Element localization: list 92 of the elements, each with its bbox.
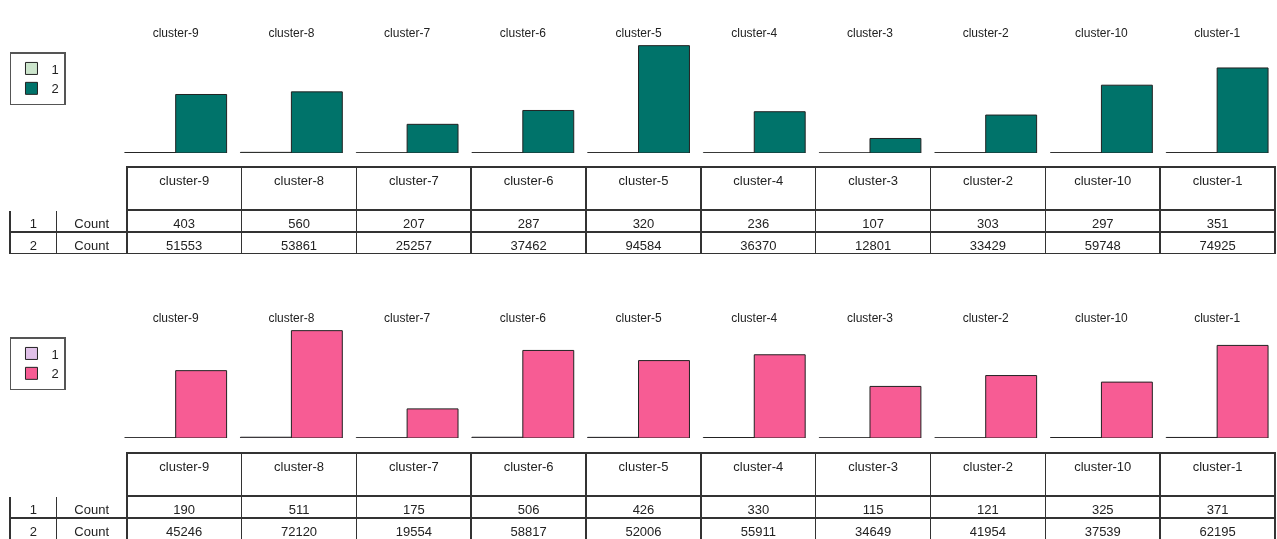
- text: 2: [29, 237, 37, 253]
- data-label: 403: [173, 215, 196, 231]
- category-label: cluster-10: [1074, 172, 1132, 188]
- category-label: cluster-2: [963, 172, 1013, 188]
- x-tick-label: cluster-10: [1075, 310, 1129, 325]
- data-label: 36370: [740, 237, 777, 253]
- data-label: 19554: [395, 523, 432, 539]
- data-label: 371: [1206, 501, 1229, 517]
- category-label: cluster-6: [503, 172, 554, 188]
- category-label: cluster-6: [503, 458, 554, 474]
- x-tick-label: cluster-6: [499, 310, 547, 325]
- data-label: 41954: [969, 523, 1007, 539]
- category-label: cluster-7: [388, 172, 439, 188]
- data-label: 52006: [625, 523, 662, 539]
- x-tick-label: cluster-8: [268, 310, 315, 325]
- category-label: cluster-3: [848, 458, 899, 474]
- text: Count: [74, 523, 109, 539]
- data-label: 74925: [1199, 237, 1236, 253]
- x-tick-label: cluster-1: [1194, 25, 1241, 40]
- category-label: cluster-5: [618, 172, 669, 188]
- x-tick-label: cluster-4: [731, 310, 778, 325]
- x-tick-label: cluster-7: [384, 25, 431, 40]
- category-label: cluster-1: [1192, 458, 1243, 474]
- data-label: 62195: [1199, 523, 1236, 539]
- data-label: 25257: [395, 237, 432, 253]
- data-label: 51553: [166, 237, 203, 253]
- data-label: 45246: [166, 523, 203, 539]
- x-tick-label: cluster-8: [268, 25, 315, 40]
- data-label: 303: [977, 215, 999, 231]
- data-label: 236: [747, 215, 770, 231]
- category-label: cluster-9: [159, 458, 210, 474]
- x-tick-label: cluster-6: [499, 25, 547, 40]
- category-label: cluster-2: [963, 458, 1013, 474]
- x-tick-label: cluster-9: [152, 310, 200, 325]
- x-tick-label: cluster-10: [1075, 25, 1129, 40]
- legend-label: 2: [51, 366, 59, 382]
- x-tick-label: cluster-2: [962, 310, 1010, 325]
- x-tick-label: cluster-9: [152, 25, 200, 40]
- text: Count: [74, 237, 109, 253]
- x-tick-label: cluster-3: [846, 25, 894, 40]
- data-label: 59748: [1084, 237, 1121, 253]
- data-label: 37539: [1084, 523, 1121, 539]
- category-label: cluster-5: [618, 458, 669, 474]
- x-tick-label: cluster-4: [731, 25, 778, 40]
- y-axis-title: Count: [74, 501, 110, 517]
- category-label: cluster-8: [274, 458, 324, 474]
- data-label: 320: [632, 215, 655, 231]
- data-label: 287: [517, 215, 540, 231]
- category-label: cluster-10: [1074, 458, 1132, 474]
- data-label: 175: [402, 501, 425, 517]
- data-label: 53861: [280, 237, 318, 253]
- data-label: 58817: [510, 523, 547, 539]
- data-label: 511: [288, 501, 310, 517]
- x-tick-label: cluster-1: [1194, 310, 1241, 325]
- data-label: 207: [402, 215, 425, 231]
- data-label: 330: [747, 501, 770, 517]
- x-tick-label: cluster-7: [384, 310, 431, 325]
- data-label: 94584: [625, 237, 662, 253]
- data-label: 34649: [855, 523, 892, 539]
- data-label: 560: [288, 215, 310, 231]
- category-label: cluster-8: [274, 172, 324, 188]
- legend-label: 1: [51, 61, 59, 77]
- data-label: 506: [517, 501, 540, 517]
- y-axis-title: Count: [74, 215, 110, 231]
- data-label: 72120: [280, 523, 318, 539]
- text: 1: [29, 501, 37, 517]
- data-label: 121: [977, 501, 999, 517]
- data-label: 351: [1206, 215, 1229, 231]
- data-label: 12801: [855, 237, 892, 253]
- data-label: 325: [1091, 501, 1114, 517]
- text: 2: [29, 523, 37, 539]
- x-tick-label: cluster-2: [962, 25, 1010, 40]
- x-tick-label: cluster-3: [846, 310, 894, 325]
- legend-label: 1: [51, 346, 59, 362]
- data-label: 33429: [969, 237, 1007, 253]
- x-tick-label: cluster-5: [615, 310, 662, 325]
- data-label: 297: [1091, 215, 1114, 231]
- category-label: cluster-3: [848, 172, 899, 188]
- data-label: 426: [632, 501, 655, 517]
- category-label: cluster-4: [733, 458, 784, 474]
- category-label: cluster-1: [1192, 172, 1243, 188]
- category-label: cluster-7: [388, 458, 439, 474]
- data-label: 190: [173, 501, 196, 517]
- data-label: 55911: [740, 523, 776, 539]
- data-label: 107: [862, 215, 884, 231]
- legend-label: 2: [51, 81, 59, 97]
- text: 1: [29, 215, 37, 231]
- x-tick-label: cluster-5: [615, 25, 662, 40]
- category-label: cluster-4: [733, 172, 784, 188]
- category-label: cluster-9: [159, 172, 210, 188]
- data-label: 115: [862, 501, 884, 517]
- data-label: 37462: [510, 237, 547, 253]
